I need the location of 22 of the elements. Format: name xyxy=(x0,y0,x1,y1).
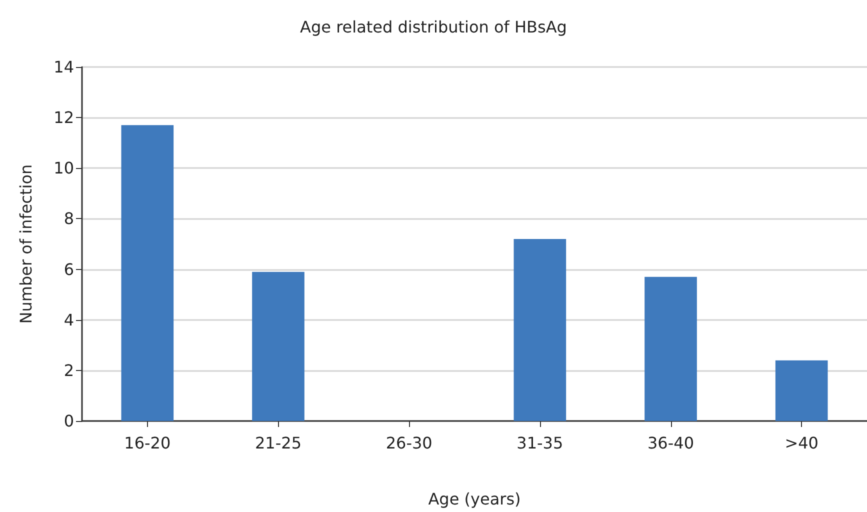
y-tick-label: 8 xyxy=(64,209,74,228)
y-tick-label: 10 xyxy=(54,158,74,178)
bar xyxy=(514,238,566,421)
bar xyxy=(775,360,828,421)
bar xyxy=(252,272,304,421)
x-tick-label: >40 xyxy=(784,434,818,452)
chart-title: Age related distribution of HBsAg xyxy=(300,18,567,36)
x-axis-title: Age (years) xyxy=(428,490,521,508)
y-axis-title: Number of infection xyxy=(16,164,36,324)
x-tick-label: 36-40 xyxy=(648,434,694,452)
y-tick-label: 0 xyxy=(64,412,74,430)
y-tick-label: 14 xyxy=(54,58,74,76)
bar xyxy=(121,125,174,421)
y-tick-label: 6 xyxy=(64,260,74,279)
y-tick-label: 12 xyxy=(54,108,74,128)
x-tick-label: 31-35 xyxy=(516,434,564,452)
x-tick-label: 26-30 xyxy=(386,434,432,452)
x-tick-label: 21-25 xyxy=(255,434,302,452)
bar xyxy=(644,276,697,421)
y-tick-label: 4 xyxy=(64,310,74,330)
y-tick-label: 2 xyxy=(64,360,74,380)
x-tick-label: 16-20 xyxy=(124,434,171,452)
